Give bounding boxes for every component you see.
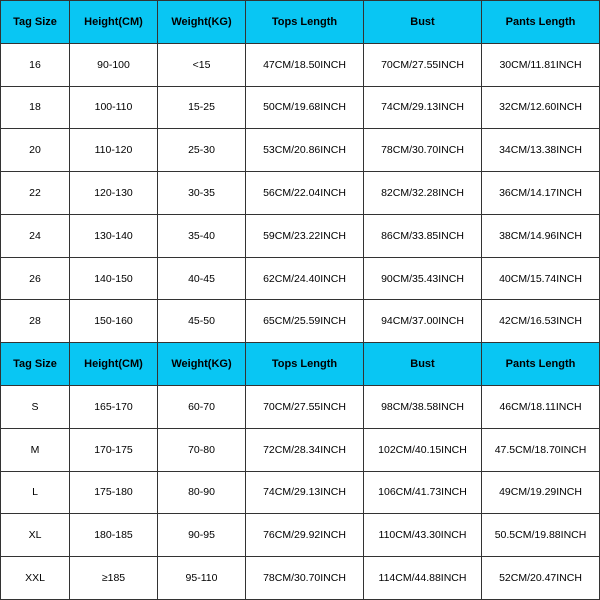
size-cell: 20 [0, 129, 70, 171]
bust-cell: 110CM/43.30INCH [364, 514, 482, 556]
size-cell: XXL [0, 557, 70, 599]
col-header: Pants Length [482, 343, 600, 385]
weight-cell: 35-40 [158, 215, 246, 257]
pants-cell: 36CM/14.17INCH [482, 172, 600, 214]
size-cell: 18 [0, 87, 70, 129]
pants-cell: 47.5CM/18.70INCH [482, 429, 600, 471]
tops-cell: 53CM/20.86INCH [246, 129, 364, 171]
bust-cell: 78CM/30.70INCH [364, 129, 482, 171]
col-header: Tag Size [0, 1, 70, 43]
bust-cell: 102CM/40.15INCH [364, 429, 482, 471]
table-row: XL 180-185 90-95 76CM/29.92INCH 110CM/43… [0, 514, 600, 557]
bust-cell: 106CM/41.73INCH [364, 472, 482, 514]
height-cell: 140-150 [70, 258, 158, 300]
table-row: 20 110-120 25-30 53CM/20.86INCH 78CM/30.… [0, 129, 600, 172]
weight-cell: <15 [158, 44, 246, 86]
pants-cell: 32CM/12.60INCH [482, 87, 600, 129]
weight-cell: 60-70 [158, 386, 246, 428]
col-header: Weight(KG) [158, 1, 246, 43]
table-row: L 175-180 80-90 74CM/29.13INCH 106CM/41.… [0, 472, 600, 515]
col-header: Bust [364, 1, 482, 43]
height-cell: 90-100 [70, 44, 158, 86]
size-cell: L [0, 472, 70, 514]
size-cell: 26 [0, 258, 70, 300]
weight-cell: 45-50 [158, 300, 246, 342]
col-header: Weight(KG) [158, 343, 246, 385]
height-cell: 150-160 [70, 300, 158, 342]
weight-cell: 40-45 [158, 258, 246, 300]
size-cell: XL [0, 514, 70, 556]
size-cell: 16 [0, 44, 70, 86]
col-header: Pants Length [482, 1, 600, 43]
bust-cell: 74CM/29.13INCH [364, 87, 482, 129]
size-cell: 24 [0, 215, 70, 257]
col-header: Bust [364, 343, 482, 385]
tops-cell: 59CM/23.22INCH [246, 215, 364, 257]
col-header: Tops Length [246, 343, 364, 385]
size-cell: S [0, 386, 70, 428]
height-cell: 110-120 [70, 129, 158, 171]
table-row: 16 90-100 <15 47CM/18.50INCH 70CM/27.55I… [0, 44, 600, 87]
bust-cell: 82CM/32.28INCH [364, 172, 482, 214]
height-cell: 120-130 [70, 172, 158, 214]
table-row: M 170-175 70-80 72CM/28.34INCH 102CM/40.… [0, 429, 600, 472]
pants-cell: 38CM/14.96INCH [482, 215, 600, 257]
weight-cell: 30-35 [158, 172, 246, 214]
weight-cell: 80-90 [158, 472, 246, 514]
weight-cell: 25-30 [158, 129, 246, 171]
pants-cell: 34CM/13.38INCH [482, 129, 600, 171]
pants-cell: 50.5CM/19.88INCH [482, 514, 600, 556]
col-header: Height(CM) [70, 1, 158, 43]
height-cell: ≥185 [70, 557, 158, 599]
tops-cell: 76CM/29.92INCH [246, 514, 364, 556]
pants-cell: 42CM/16.53INCH [482, 300, 600, 342]
bust-cell: 98CM/38.58INCH [364, 386, 482, 428]
bust-cell: 90CM/35.43INCH [364, 258, 482, 300]
bust-cell: 114CM/44.88INCH [364, 557, 482, 599]
pants-cell: 52CM/20.47INCH [482, 557, 600, 599]
table-row: S 165-170 60-70 70CM/27.55INCH 98CM/38.5… [0, 386, 600, 429]
weight-cell: 15-25 [158, 87, 246, 129]
weight-cell: 90-95 [158, 514, 246, 556]
tops-cell: 70CM/27.55INCH [246, 386, 364, 428]
col-header: Tops Length [246, 1, 364, 43]
pants-cell: 40CM/15.74INCH [482, 258, 600, 300]
tops-cell: 47CM/18.50INCH [246, 44, 364, 86]
tops-cell: 74CM/29.13INCH [246, 472, 364, 514]
bust-cell: 70CM/27.55INCH [364, 44, 482, 86]
table-row: 22 120-130 30-35 56CM/22.04INCH 82CM/32.… [0, 172, 600, 215]
tops-cell: 65CM/25.59INCH [246, 300, 364, 342]
height-cell: 180-185 [70, 514, 158, 556]
height-cell: 100-110 [70, 87, 158, 129]
height-cell: 175-180 [70, 472, 158, 514]
weight-cell: 70-80 [158, 429, 246, 471]
tops-cell: 50CM/19.68INCH [246, 87, 364, 129]
pants-cell: 46CM/18.11INCH [482, 386, 600, 428]
col-header: Tag Size [0, 343, 70, 385]
col-header: Height(CM) [70, 343, 158, 385]
height-cell: 130-140 [70, 215, 158, 257]
table-row: 24 130-140 35-40 59CM/23.22INCH 86CM/33.… [0, 215, 600, 258]
table-row: 26 140-150 40-45 62CM/24.40INCH 90CM/35.… [0, 258, 600, 301]
header-row-2: Tag Size Height(CM) Weight(KG) Tops Leng… [0, 343, 600, 386]
tops-cell: 78CM/30.70INCH [246, 557, 364, 599]
tops-cell: 62CM/24.40INCH [246, 258, 364, 300]
tops-cell: 56CM/22.04INCH [246, 172, 364, 214]
table-row: 28 150-160 45-50 65CM/25.59INCH 94CM/37.… [0, 300, 600, 343]
table-row: XXL ≥185 95-110 78CM/30.70INCH 114CM/44.… [0, 557, 600, 600]
tops-cell: 72CM/28.34INCH [246, 429, 364, 471]
table-row: 18 100-110 15-25 50CM/19.68INCH 74CM/29.… [0, 87, 600, 130]
bust-cell: 86CM/33.85INCH [364, 215, 482, 257]
size-cell: M [0, 429, 70, 471]
height-cell: 165-170 [70, 386, 158, 428]
weight-cell: 95-110 [158, 557, 246, 599]
size-cell: 22 [0, 172, 70, 214]
pants-cell: 49CM/19.29INCH [482, 472, 600, 514]
size-chart-table: Tag Size Height(CM) Weight(KG) Tops Leng… [0, 0, 600, 600]
pants-cell: 30CM/11.81INCH [482, 44, 600, 86]
size-cell: 28 [0, 300, 70, 342]
height-cell: 170-175 [70, 429, 158, 471]
header-row-1: Tag Size Height(CM) Weight(KG) Tops Leng… [0, 0, 600, 44]
bust-cell: 94CM/37.00INCH [364, 300, 482, 342]
